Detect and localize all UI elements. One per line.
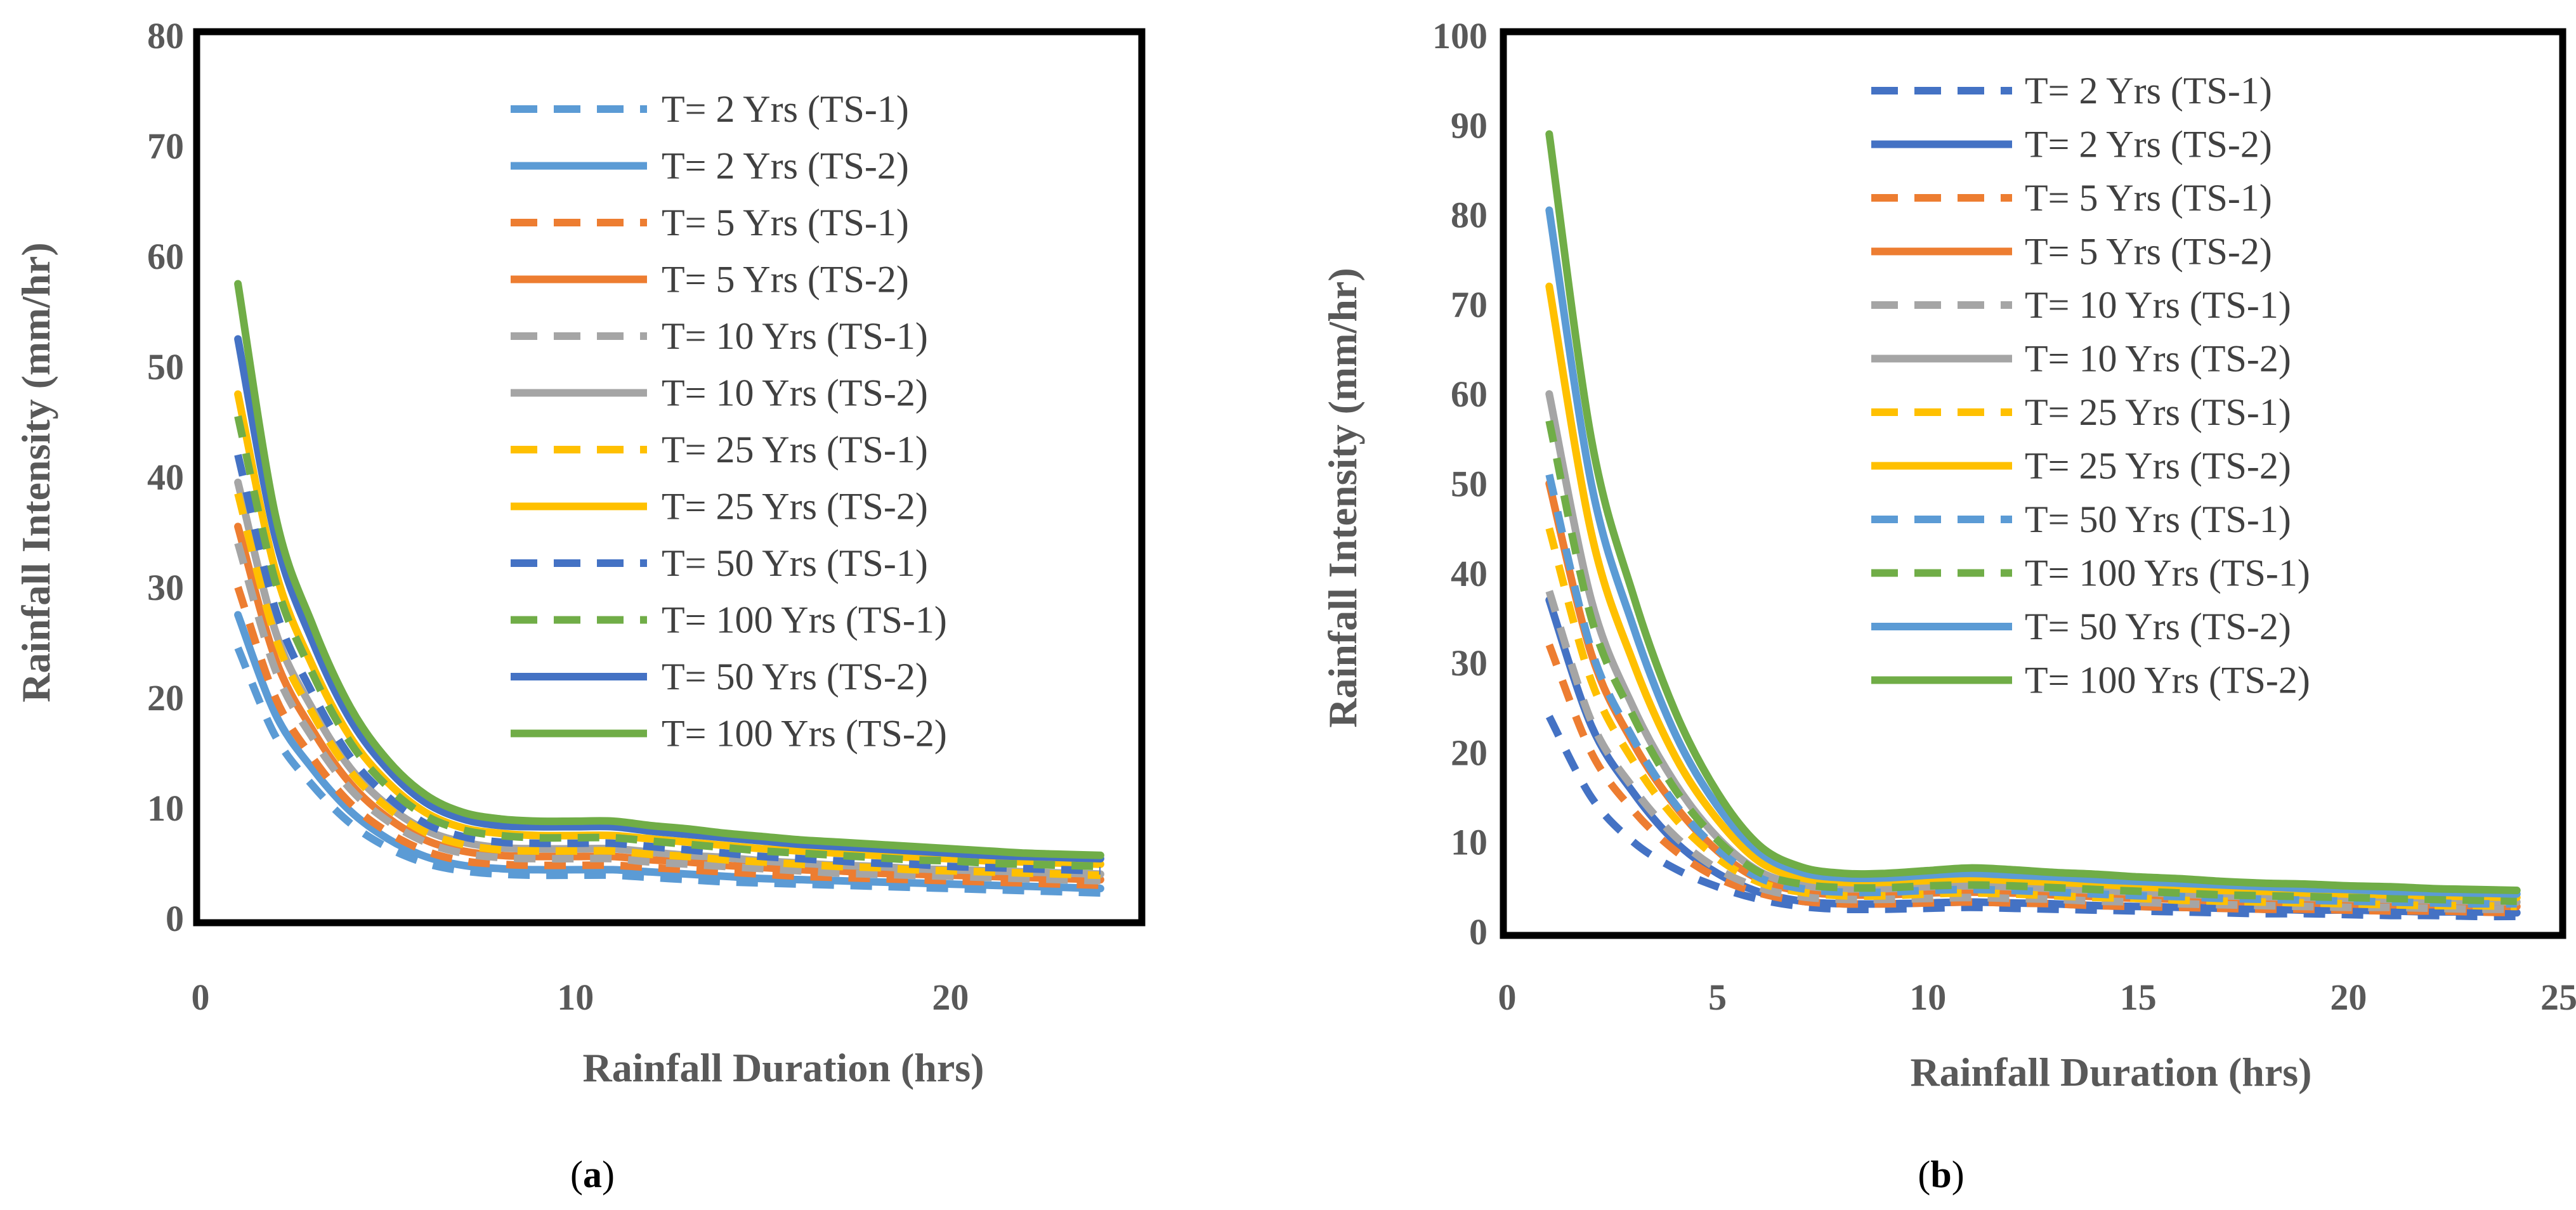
series-line-b-11 [1545, 130, 2521, 894]
x-tick-label-b-5: 5 [1708, 977, 1727, 1018]
y-tick-label-b-40: 40 [1451, 553, 1487, 594]
series-line-a-4 [234, 542, 1101, 885]
y-axis-title-a: Rainfall Intensity (mm/hr) [13, 242, 58, 702]
y-tick-label-a-70: 70 [147, 126, 184, 167]
series-line-b-4 [1545, 590, 2517, 913]
y-tick-label-b-50: 50 [1451, 464, 1487, 505]
legend-label-a-1: T= 2 Yrs (TS-2) [662, 145, 909, 187]
legend-label-a-5: T= 10 Yrs (TS-2) [662, 372, 928, 414]
legend-label-b-2: T= 5 Yrs (TS-1) [2025, 177, 2272, 219]
legend-label-a-11: T= 100 Yrs (TS-2) [662, 713, 947, 755]
y-tick-labels-a: 0 10 20 30 40 50 60 70 80 [147, 15, 184, 939]
legend-label-b-10: T= 50 Yrs (TS-2) [2025, 606, 2291, 647]
y-tick-label-a-60: 60 [147, 236, 184, 277]
legend-label-a-7: T= 25 Yrs (TS-2) [662, 486, 928, 528]
y-tick-label-a-80: 80 [147, 15, 184, 56]
series-line-a-6 [234, 492, 1101, 880]
plot-frame-a [193, 28, 1146, 927]
y-tick-label-b-20: 20 [1451, 732, 1487, 773]
series-line-b-0 [1545, 715, 2517, 921]
series-line-a-11 [234, 280, 1104, 859]
panel-label-a: (a) [570, 1154, 615, 1195]
x-tick-label-b-25: 25 [2540, 977, 2576, 1018]
panel-label-b: (b) [1918, 1154, 1964, 1195]
legend-label-b-8: T= 50 Yrs (TS-1) [2025, 498, 2291, 540]
legend-label-a-2: T= 5 Yrs (TS-1) [662, 202, 909, 244]
y-tick-label-a-10: 10 [147, 788, 184, 829]
legend-label-b-5: T= 10 Yrs (TS-2) [2025, 338, 2291, 380]
series-line-b-6 [1545, 527, 2517, 911]
x-tick-labels-a: 0 10 20 [192, 977, 969, 1018]
legend-label-a-6: T= 25 Yrs (TS-1) [662, 429, 928, 471]
legend-label-b-0: T= 2 Yrs (TS-1) [2025, 70, 2272, 112]
y-tick-label-b-60: 60 [1451, 374, 1487, 415]
legend-label-b-11: T= 100 Yrs (TS-2) [2025, 660, 2310, 701]
y-tick-label-b-90: 90 [1451, 105, 1487, 146]
y-tick-label-b-10: 10 [1451, 822, 1487, 863]
series-lines-a [234, 280, 1104, 897]
series-line-b-7 [1545, 282, 2521, 902]
x-tick-label-b-15: 15 [2120, 977, 2157, 1018]
x-tick-labels-b: 0 5 10 15 20 25 [1498, 977, 2576, 1018]
panel-letter-b: b [1930, 1154, 1951, 1195]
x-axis-title-b: Rainfall Duration (hrs) [1911, 1050, 2312, 1095]
y-tick-labels-b: 0 10 20 30 40 50 60 70 80 90 100 [1432, 15, 1487, 953]
y-tick-label-b-80: 80 [1451, 195, 1487, 236]
legend-b: T= 2 Yrs (TS-1) T= 2 Yrs (TS-2) T= 5 Yrs (… [1871, 70, 2310, 701]
legend-label-a-4: T= 10 Yrs (TS-1) [662, 315, 928, 357]
panel-letter-a: a [583, 1154, 602, 1195]
legend-label-b-6: T= 25 Yrs (TS-1) [2025, 391, 2291, 433]
chart-panel-a: 0 10 20 30 40 50 60 70 80 0 10 20 Rainfall Intensi… [13, 15, 1146, 1195]
y-tick-label-a-30: 30 [147, 567, 184, 608]
x-tick-label-b-20: 20 [2330, 977, 2367, 1018]
x-tick-label-b-10: 10 [1909, 977, 1946, 1018]
legend-label-b-4: T= 10 Yrs (TS-1) [2025, 284, 2291, 326]
legend-label-a-3: T= 5 Yrs (TS-2) [662, 259, 909, 301]
x-tick-label-a-20: 20 [932, 977, 969, 1018]
y-tick-label-b-30: 30 [1451, 642, 1487, 684]
legend-label-a-10: T= 50 Yrs (TS-2) [662, 656, 928, 698]
legend-label-b-9: T= 100 Yrs (TS-1) [2025, 552, 2310, 594]
x-tick-label-b-0: 0 [1498, 977, 1517, 1018]
series-lines-b [1545, 130, 2521, 921]
plot-frame-b [1500, 28, 2566, 939]
legend-label-a-8: T= 50 Yrs (TS-1) [662, 542, 928, 584]
x-axis-title-a: Rainfall Duration (hrs) [583, 1045, 984, 1090]
y-axis-title-b: Rainfall Intensity (mm/hr) [1320, 268, 1365, 727]
y-tick-label-b-70: 70 [1451, 284, 1487, 325]
legend-a: T= 2 Yrs (TS-1) T= 2 Yrs (TS-2) T= 5 Yrs (… [511, 88, 947, 755]
legend-label-a-0: T= 2 Yrs (TS-1) [662, 88, 909, 130]
series-line-a-1 [234, 611, 1104, 892]
y-tick-label-b-100: 100 [1432, 15, 1487, 56]
legend-label-b-1: T= 2 Yrs (TS-2) [2025, 124, 2272, 166]
y-tick-label-a-0: 0 [166, 898, 184, 939]
series-line-a-2 [234, 586, 1101, 889]
legend-label-b-7: T= 25 Yrs (TS-2) [2025, 445, 2291, 487]
series-line-a-10 [234, 335, 1104, 862]
y-tick-label-b-0: 0 [1469, 911, 1487, 953]
y-tick-label-a-20: 20 [147, 677, 184, 719]
y-tick-label-a-40: 40 [147, 457, 184, 498]
legend-label-a-9: T= 100 Yrs (TS-1) [662, 599, 947, 641]
legend-label-b-3: T= 5 Yrs (TS-2) [2025, 231, 2272, 273]
x-tick-label-a-0: 0 [192, 977, 210, 1018]
y-tick-label-a-50: 50 [147, 346, 184, 387]
chart-panel-b: 0 10 20 30 40 50 60 70 80 90 100 0 5 10 15 20 25 Rainfa… [1320, 15, 2576, 1195]
series-line-b-8 [1545, 473, 2517, 908]
series-line-a-8 [234, 453, 1101, 875]
series-line-a-9 [234, 415, 1101, 871]
x-tick-label-a-10: 10 [557, 977, 594, 1018]
